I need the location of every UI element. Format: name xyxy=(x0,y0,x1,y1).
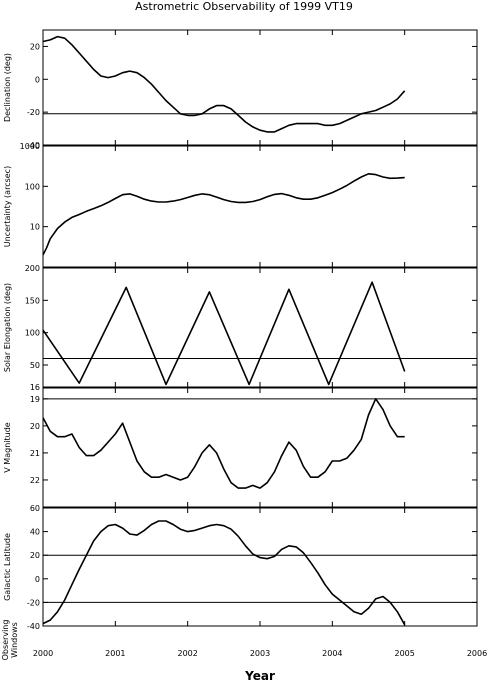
windows-label-line2: Windows xyxy=(10,622,19,658)
panel-3-ytick-label-4: 16 xyxy=(30,383,40,392)
panel-4-frame xyxy=(42,387,478,508)
panel-4-ytick-label-2: 21 xyxy=(30,449,40,458)
panel-5: Galactic Latitude 60 40 20 0 -20 -40 xyxy=(3,504,478,631)
panel-3-series-0 xyxy=(42,281,406,386)
x-axis-title: Year xyxy=(244,669,275,682)
panel-4-series-0 xyxy=(42,398,405,489)
panel-1-ytick-label-1: 0 xyxy=(35,75,40,84)
panel-5-ytick-label-5: -40 xyxy=(27,622,40,631)
panel-3: Solar Elongation (deg) 200 150 100 50 16 xyxy=(3,264,478,392)
panel-1-frame xyxy=(42,29,478,146)
panel-5-ytick-label-2: 20 xyxy=(30,551,40,560)
panel-3-frame xyxy=(42,267,478,388)
panel-4-ytick-label-1: 20 xyxy=(30,422,40,431)
panel-2-ytick-label-1: 100 xyxy=(25,182,40,191)
panel-5-series-0 xyxy=(42,520,406,626)
panel-2: Uncertainty (arcsec) 1000 100 10 xyxy=(3,142,478,268)
panel-2-series-0 xyxy=(42,173,405,256)
panel-1-ytick-label-0: 20 xyxy=(30,42,40,51)
panel-1-ytick-label-2: -20 xyxy=(27,108,40,117)
x-axis-tick-labels: 2000 2001 2002 2003 2004 2005 2006 xyxy=(33,649,487,658)
x-tick-label-1: 2001 xyxy=(105,649,125,658)
panel-2-frame xyxy=(42,145,478,268)
panel-4-ytick-label-3: 22 xyxy=(30,476,40,485)
panel-5-ytick-label-1: 40 xyxy=(30,528,40,537)
panel-5-ytick-label-4: -20 xyxy=(27,598,40,607)
x-tick-label-4: 2004 xyxy=(322,649,342,658)
panel-4: V Magnitude 19 20 21 22 xyxy=(3,387,478,508)
chart-title: Astrometric Observability of 1999 VT19 xyxy=(135,0,353,13)
panel-1-series-0 xyxy=(42,35,406,133)
panel-3-ytick-label-3: 50 xyxy=(30,361,40,370)
panel-1-ylabel: Declination (deg) xyxy=(3,53,12,122)
panel-3-ytick-label-2: 100 xyxy=(25,329,40,338)
x-tick-label-0: 2000 xyxy=(33,649,53,658)
windows-label-line1: Observing xyxy=(1,620,10,661)
panel-2-ytick-label-2: 10 xyxy=(30,223,40,232)
panel-3-ylabel: Solar Elongation (deg) xyxy=(3,283,12,372)
x-tick-label-6: 2006 xyxy=(467,649,487,658)
panel-3-ytick-label-0: 200 xyxy=(25,264,40,273)
x-tick-label-5: 2005 xyxy=(394,649,414,658)
panel-4-ytick-label-0: 19 xyxy=(30,395,40,404)
panel-2-ylabel: Uncertainty (arcsec) xyxy=(3,166,12,247)
x-tick-label-3: 2003 xyxy=(250,649,270,658)
panel-1: Declination (deg) 20 0 -20 -40 xyxy=(3,29,478,150)
panel-3-ytick-label-1: 150 xyxy=(25,296,40,305)
panel-5-ylabel: Galactic Latitude xyxy=(3,533,12,601)
panel-1-ytick-label-3: -40 xyxy=(27,141,40,150)
panel-5-ytick-label-0: 60 xyxy=(30,504,40,513)
panel-4-ylabel: V Magnitude xyxy=(3,422,12,472)
x-tick-label-2: 2002 xyxy=(177,649,197,658)
panel-2-ytick-label-0: 1000 xyxy=(20,142,40,151)
panel-5-ytick-label-3: 0 xyxy=(35,575,40,584)
